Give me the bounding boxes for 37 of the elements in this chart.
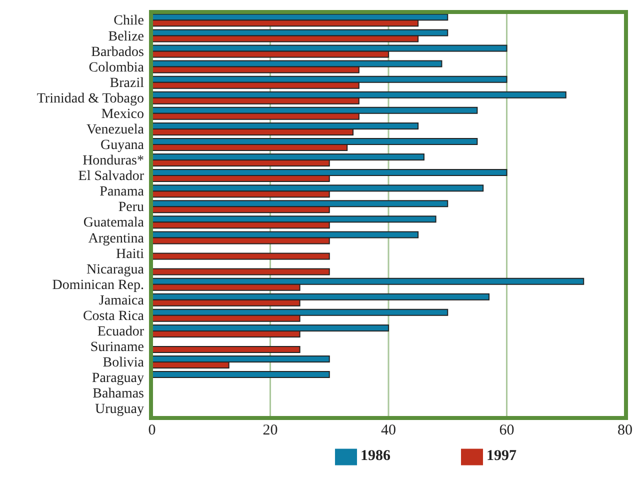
y-tick-label: El Salvador xyxy=(78,169,144,184)
x-tick-label: 60 xyxy=(499,422,514,439)
x-tick-label: 80 xyxy=(618,422,632,439)
y-tick-label: Panama xyxy=(100,184,145,200)
y-tick-label: Venezuela xyxy=(86,122,145,138)
y-tick-label: Jamaica xyxy=(98,293,145,308)
bar xyxy=(152,371,330,378)
y-tick-label: Belize xyxy=(108,29,144,44)
bar xyxy=(152,268,330,276)
y-tick-label: Guyana xyxy=(100,138,145,154)
y-tick-label: Guatemala xyxy=(83,216,145,231)
y-tick-label: Colombia xyxy=(88,60,145,76)
y-tick-label: Ecuador xyxy=(97,324,144,340)
y-tick-label: Honduras* xyxy=(82,154,144,169)
y-tick-label: Dominican Rep. xyxy=(52,278,144,293)
y-tick-label: Nicaragua xyxy=(86,262,145,278)
y-tick-label: Bahamas xyxy=(92,386,144,402)
y-tick-label: Argentina xyxy=(88,231,145,246)
y-tick-label: Trinidad & Tobago xyxy=(36,91,144,106)
y-tick-label: Paraguay xyxy=(92,371,144,386)
y-tick-label: Costa Rica xyxy=(82,308,145,324)
y-tick-label: Bolivia xyxy=(102,356,145,371)
bar xyxy=(152,346,300,353)
bar xyxy=(152,252,330,260)
y-tick-label: Barbados xyxy=(91,44,144,60)
y-tick-label: Uruguay xyxy=(95,402,144,418)
x-tick-label: 0 xyxy=(148,422,156,439)
y-tick-label: Brazil xyxy=(110,76,144,91)
legend-label: 1997 xyxy=(486,448,516,464)
x-tick-label: 40 xyxy=(381,422,396,439)
y-tick-label: Suriname xyxy=(90,340,144,356)
y-tick-label: Peru xyxy=(118,200,144,216)
y-tick-label: Mexico xyxy=(101,106,144,122)
x-tick-label: 20 xyxy=(262,422,278,439)
y-tick-label: Chile xyxy=(114,14,144,29)
y-tick-label: Haiti xyxy=(116,246,144,262)
legend-label: 1986 xyxy=(360,448,390,464)
